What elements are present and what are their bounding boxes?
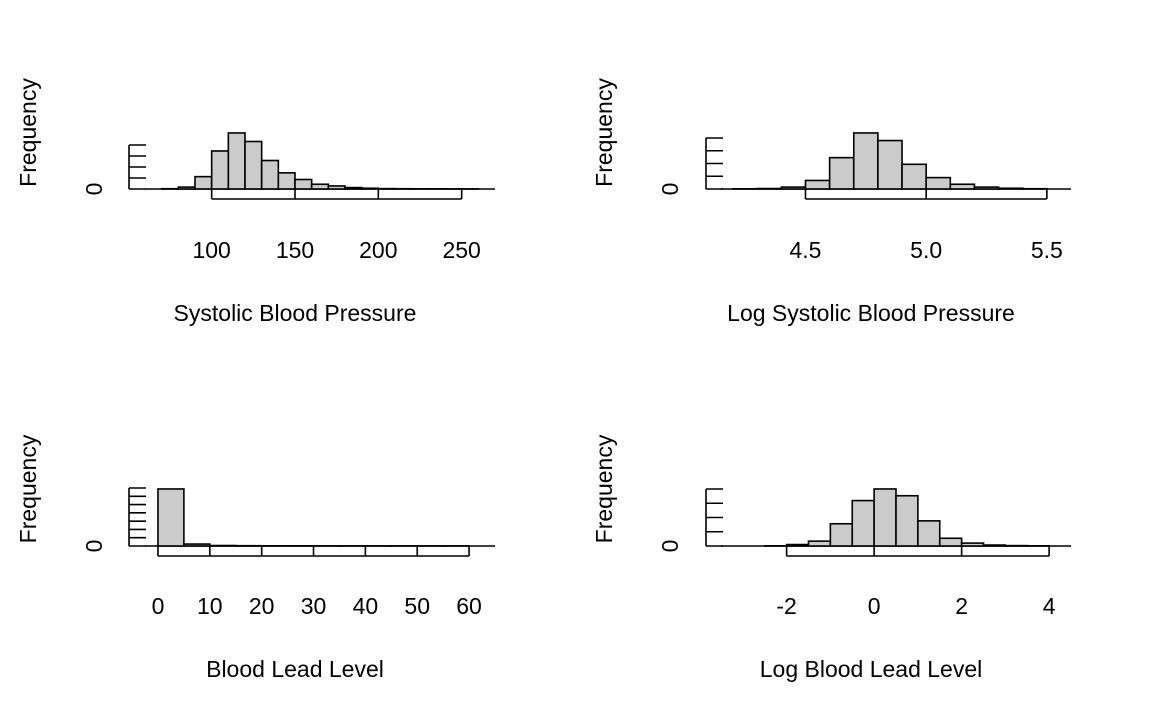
panel-blood-lead-level: 0 10 20 30 40 50 60 0 Frequency Blood Lead Level — [15, 434, 495, 682]
bar-1 — [183, 543, 211, 547]
x-axis-title: Systolic Blood Pressure — [174, 300, 417, 326]
bar-2 — [780, 186, 807, 190]
bar-12 — [360, 187, 380, 190]
bar-5 — [244, 140, 263, 190]
bar-1 — [177, 186, 196, 190]
bar-7 — [901, 163, 927, 190]
x-tick-label-0: -2 — [776, 593, 796, 619]
bar-3 — [829, 522, 854, 547]
x-tick-label-0: 4.5 — [789, 237, 821, 263]
bar-8 — [294, 178, 313, 190]
x-tick-label-0: 100 — [192, 237, 230, 263]
bar-10 — [982, 544, 1007, 547]
x-tick-label-3: 30 — [301, 593, 327, 619]
bar-6 — [895, 494, 919, 547]
y-axis-title: Frequency — [591, 78, 617, 187]
bar-5 — [852, 132, 879, 190]
panel-log-systolic-blood-pressure: 4.5 5.0 5.5 0 Frequency Log Systolic Blood Pr… — [591, 78, 1071, 326]
x-tick-label-3: 250 — [442, 237, 480, 263]
x-axis-title: Log Systolic Blood Pressure — [727, 300, 1015, 326]
bar-6 — [877, 139, 903, 190]
bar-10 — [973, 186, 1000, 190]
bar-10 — [327, 185, 346, 190]
y-axis-title: Frequency — [591, 434, 617, 543]
x-tick-label-1: 150 — [276, 237, 314, 263]
x-tick-label-6: 60 — [456, 593, 482, 619]
y-tick-label-zero: 0 — [657, 183, 683, 196]
x-tick-label-3: 4 — [1043, 593, 1056, 619]
x-tick-label-5: 50 — [404, 593, 430, 619]
bar-3 — [210, 150, 230, 190]
x-tick-label-1: 5.0 — [910, 237, 942, 263]
bar-4 — [828, 156, 855, 190]
bar-7 — [917, 520, 941, 547]
x-tick-label-4: 40 — [353, 593, 379, 619]
bar-2 — [807, 540, 832, 547]
y-axis-title: Frequency — [15, 78, 41, 187]
x-axis-title: Log Blood Lead Level — [760, 656, 983, 682]
y-axis-title: Frequency — [15, 434, 41, 543]
bar-2 — [194, 175, 213, 190]
bar-4 — [851, 499, 875, 547]
bar-8 — [925, 176, 952, 190]
x-tick-label-2: 200 — [359, 237, 397, 263]
x-tick-label-1: 10 — [197, 593, 223, 619]
x-tick-label-1: 0 — [868, 593, 881, 619]
y-tick-label-zero: 0 — [81, 183, 107, 196]
bar-5 — [873, 488, 897, 547]
x-tick-label-2: 5.5 — [1031, 237, 1063, 263]
x-axis-title: Blood Lead Level — [206, 656, 384, 682]
bar-4 — [227, 132, 246, 190]
panel-log-blood-lead-level: -2 0 2 4 0 Frequency Log Blood Lead Level — [591, 434, 1071, 682]
bar-9 — [949, 183, 976, 190]
bar-7 — [277, 172, 296, 190]
bar-11 — [344, 186, 363, 190]
x-tick-label-2: 20 — [249, 593, 275, 619]
y-tick-label-zero: 0 — [657, 540, 683, 553]
x-tick-label-0: 0 — [152, 593, 165, 619]
x-tick-label-2: 2 — [955, 593, 968, 619]
bar-11 — [997, 187, 1024, 190]
bar-6 — [260, 159, 280, 190]
bar-3 — [804, 179, 831, 190]
bar-9 — [310, 183, 330, 190]
bar-8 — [938, 537, 963, 547]
bar-0 — [157, 488, 185, 547]
bar-1 — [785, 543, 810, 547]
panel-systolic-blood-pressure: 100 150 200 250 0 Frequency Systolic Blood Pre… — [15, 78, 495, 326]
bar-9 — [960, 542, 985, 547]
y-tick-label-zero: 0 — [81, 540, 107, 553]
